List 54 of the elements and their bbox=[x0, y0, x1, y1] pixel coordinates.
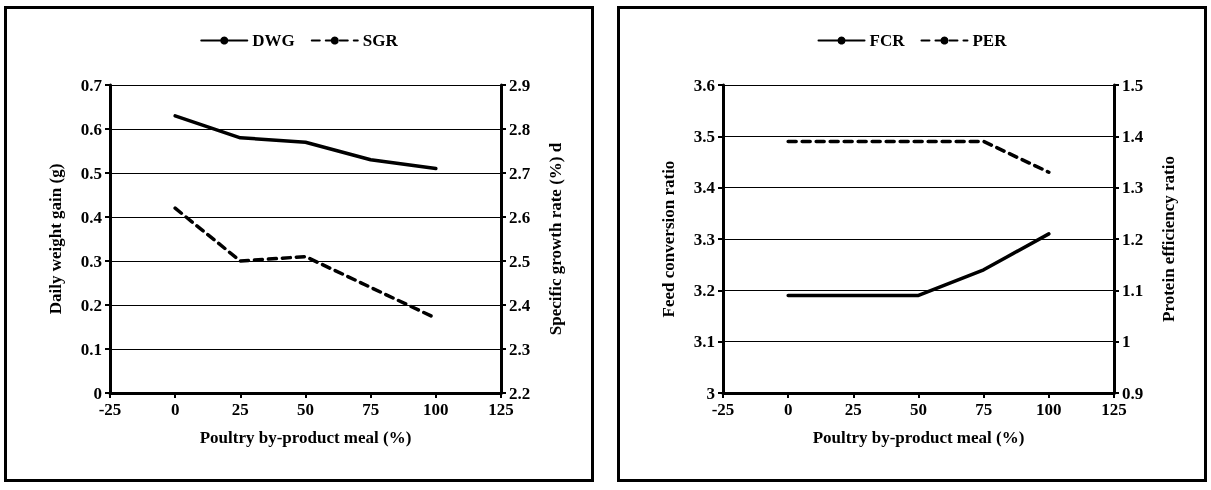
y-tick-label: 3.6 bbox=[693, 75, 715, 95]
x-tick-label: -25 bbox=[98, 400, 122, 419]
y2-tick-label: 2.8 bbox=[509, 119, 531, 139]
y-tick-label: 0.5 bbox=[80, 163, 102, 183]
y-tick-label: 3 bbox=[706, 383, 715, 403]
y2-tick-label: 1.4 bbox=[1122, 126, 1144, 146]
x-tick-label: 50 bbox=[297, 400, 314, 419]
y2-tick-label: 2.3 bbox=[509, 339, 531, 359]
y-tick-label: 0.1 bbox=[80, 339, 102, 359]
x-tick-label: 0 bbox=[783, 400, 793, 419]
y-tick-label: 3.3 bbox=[693, 229, 715, 249]
y-tick-label: 0 bbox=[93, 383, 102, 403]
y2-axis-title: Specific growth rate (%) d bbox=[546, 142, 565, 336]
x-axis-title: Poultry by-product meal (%) bbox=[812, 428, 1025, 447]
y-tick-label: 3.1 bbox=[693, 332, 715, 352]
y2-tick-label: 1.5 bbox=[1122, 75, 1144, 95]
y-tick-label: 0.7 bbox=[80, 75, 103, 95]
x-tick-label: 25 bbox=[231, 400, 249, 419]
y-tick-label: 3.5 bbox=[693, 126, 715, 146]
y2-tick-label: 2.9 bbox=[509, 75, 531, 95]
y-tick-label: 0.4 bbox=[80, 207, 103, 227]
x-tick-label: 75 bbox=[975, 400, 993, 419]
y2-tick-label: 1.2 bbox=[1122, 229, 1144, 249]
y2-tick-label: 1.3 bbox=[1122, 178, 1144, 198]
y2-tick-label: 1.1 bbox=[1122, 280, 1144, 300]
y-tick-label: 3.4 bbox=[693, 178, 716, 198]
y2-axis-title: Protein efficiency ratio bbox=[1159, 156, 1178, 322]
x-tick-label: 25 bbox=[844, 400, 862, 419]
x-tick-label: 100 bbox=[423, 400, 449, 419]
y2-tick-label: 2.7 bbox=[509, 163, 531, 183]
legend-label: SGR bbox=[362, 31, 399, 50]
y-tick-label: 0.6 bbox=[80, 119, 102, 139]
x-tick-label: -25 bbox=[711, 400, 735, 419]
y-tick-label: 0.3 bbox=[80, 251, 102, 271]
x-tick-label: 75 bbox=[362, 400, 380, 419]
x-tick-label: 100 bbox=[1036, 400, 1062, 419]
y-tick-label: 0.2 bbox=[80, 295, 102, 315]
y2-tick-label: 2.5 bbox=[509, 251, 531, 271]
legend-label: PER bbox=[972, 31, 1008, 50]
x-tick-label: 0 bbox=[170, 400, 180, 419]
y2-tick-label: 2.6 bbox=[509, 207, 531, 227]
y-tick-label: 3.2 bbox=[693, 280, 715, 300]
y2-tick-label: 0.9 bbox=[1122, 383, 1144, 403]
legend-label: FCR bbox=[869, 31, 906, 50]
x-tick-label: 125 bbox=[488, 400, 514, 419]
x-tick-label: 125 bbox=[1101, 400, 1127, 419]
y-axis-title: Feed conversion ratio bbox=[659, 160, 678, 318]
legend-label: DWG bbox=[252, 31, 295, 50]
y2-tick-label: 2.4 bbox=[509, 295, 531, 315]
y-axis-title: Daily weight gain (g) bbox=[46, 163, 65, 315]
y2-tick-label: 2.2 bbox=[509, 383, 531, 403]
y2-tick-label: 1 bbox=[1122, 332, 1131, 352]
x-tick-label: 50 bbox=[910, 400, 927, 419]
x-axis-title: Poultry by-product meal (%) bbox=[199, 428, 412, 447]
